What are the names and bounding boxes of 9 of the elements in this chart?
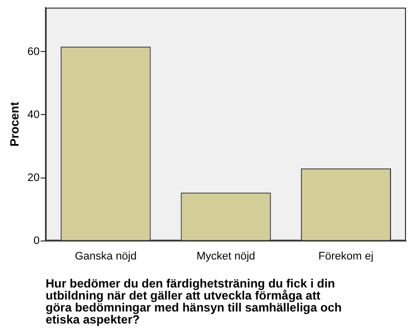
x-tick-label: Ganska nöjd (74, 250, 137, 262)
y-tick-label: 0 (34, 234, 40, 247)
y-axis-title: Procent (8, 102, 22, 147)
x-axis-title: Hur bedömer du den färdighetsträning du fick i din utbildning när det gäller att utveckla förmåga att göra bedömningar med hänsyn till samhälleliga och etiska aspekter? (46, 276, 342, 326)
y-tick-label: 20 (27, 172, 40, 184)
x-tick-label: Förekom ej (318, 250, 374, 262)
y-tick-label: 40 (27, 108, 40, 121)
x-tick-label: Mycket nöjd (196, 250, 256, 262)
y-tick-label: 60 (27, 46, 40, 58)
